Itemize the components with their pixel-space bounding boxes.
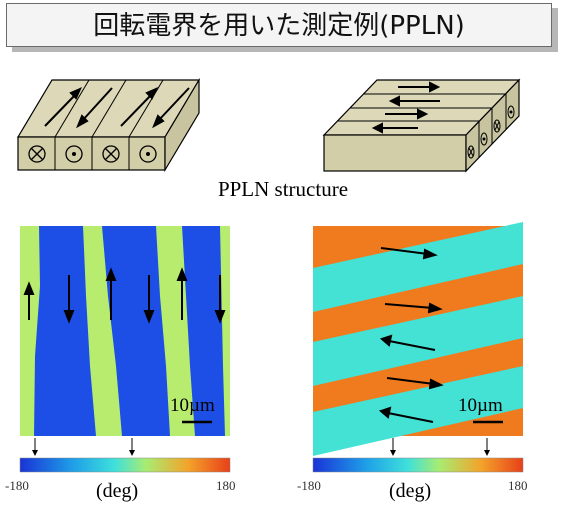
cross-symbol-1 bbox=[28, 145, 46, 163]
colorbar-right bbox=[312, 438, 524, 473]
colorbar-left bbox=[19, 438, 231, 473]
phase-map-left bbox=[20, 226, 230, 436]
page-title: 回転電界を用いた測定例(PPLN) bbox=[93, 11, 465, 41]
colorbar-right-max: 180 bbox=[508, 478, 528, 493]
dot-symbol-2 bbox=[139, 145, 157, 163]
title-banner: 回転電界を用いた測定例(PPLN) bbox=[6, 3, 552, 47]
colorbar-right-min: -180 bbox=[297, 478, 321, 493]
scale-bar-label-right: 10µm bbox=[458, 395, 503, 416]
phase-map-right bbox=[313, 222, 523, 456]
cross-symbol-2 bbox=[102, 145, 120, 163]
colorbar-left-unit: (deg) bbox=[96, 480, 139, 502]
scale-bar-label-left: 10µm bbox=[170, 395, 215, 416]
structure-caption: PPLN structure bbox=[217, 177, 349, 201]
colorbar-left-min: -180 bbox=[5, 478, 29, 493]
colorbar-left-max: 180 bbox=[216, 478, 236, 493]
dot-symbol-1 bbox=[65, 145, 83, 163]
colorbar-right-unit: (deg) bbox=[389, 480, 432, 502]
